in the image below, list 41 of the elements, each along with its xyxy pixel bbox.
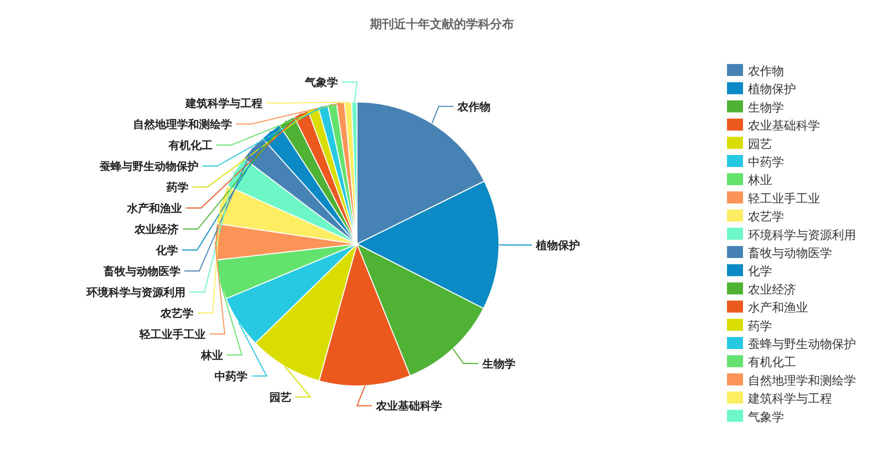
legend-label: 化学 — [748, 264, 772, 278]
slice-label: 生物学 — [481, 357, 516, 370]
legend-label: 农业经济 — [748, 282, 796, 296]
legend-label: 园艺 — [748, 136, 772, 151]
slice-label: 气象学 — [304, 76, 338, 90]
legend-label: 有机化工 — [748, 355, 796, 370]
legend-label: 水产和渔业 — [748, 300, 808, 315]
legend-label: 中药学 — [748, 155, 784, 169]
slice-label: 植物保护 — [534, 239, 580, 252]
legend-label: 农业基础科学 — [748, 118, 820, 133]
slice-label: 建筑科学与工程 — [184, 97, 262, 110]
slice-label: 药学 — [165, 181, 188, 194]
legend-label: 植物保护 — [748, 82, 796, 96]
legend-label: 畜牧与动物医学 — [748, 246, 832, 260]
legend-label: 自然地理学和测绘学 — [748, 373, 856, 388]
slice-label: 化学 — [155, 244, 178, 258]
slice-label: 有机化工 — [167, 139, 212, 152]
legend-label: 药学 — [748, 318, 772, 333]
legend-label: 环境科学与资源利用 — [748, 228, 856, 242]
legend-label: 蚕蜂与野生动物保护 — [748, 337, 856, 351]
slice-label: 轻工业手工业 — [138, 328, 206, 342]
legend-label: 轻工业手工业 — [748, 191, 820, 206]
legend-label: 气象学 — [748, 410, 784, 424]
legend-label: 农艺学 — [748, 210, 784, 224]
slice-label: 环境科学与资源利用 — [85, 286, 186, 300]
slice-label: 农艺学 — [160, 307, 194, 320]
legend-label: 林业 — [747, 173, 772, 188]
slice-label: 蚕蜂与野生动物保护 — [98, 160, 198, 174]
slice-label: 畜牧与动物医学 — [102, 265, 180, 278]
slice-label: 自然地理学和测绘学 — [133, 118, 232, 132]
legend-label: 建筑科学与工程 — [747, 392, 832, 406]
slice-label: 农作物 — [456, 100, 491, 114]
slice-label: 中药学 — [214, 370, 248, 384]
slice-label: 林业 — [200, 349, 223, 362]
chart-title: 期刊近十年文献的学科分布 — [369, 17, 514, 31]
slice-label: 农业基础科学 — [375, 400, 442, 413]
slice-label: 水产和渔业 — [126, 202, 182, 216]
legend-label: 生物学 — [748, 100, 784, 114]
legend-label: 农作物 — [748, 64, 784, 78]
slice-label: 农业经济 — [134, 223, 179, 236]
slice-label: 园艺 — [269, 391, 292, 404]
